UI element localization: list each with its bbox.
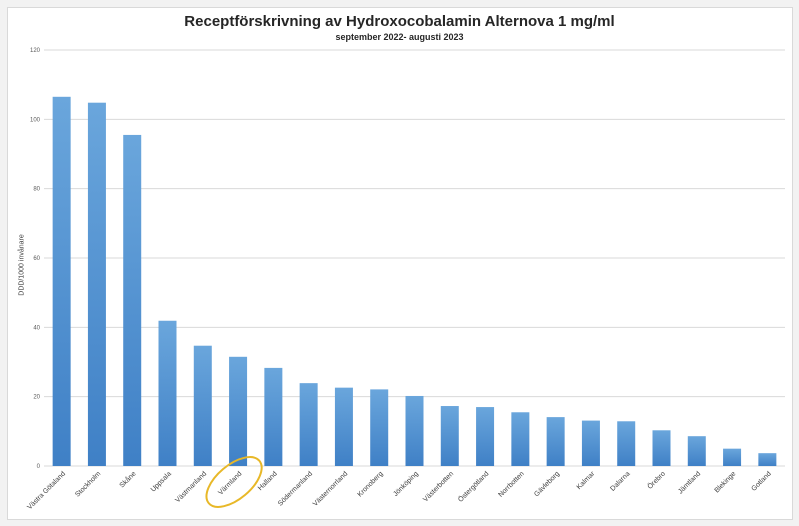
bar	[581, 420, 600, 466]
bar	[193, 345, 212, 466]
bar	[299, 383, 318, 466]
x-tick-label: Västerbotten	[422, 470, 455, 503]
bar	[370, 389, 389, 466]
x-tick-label: Kronoberg	[357, 470, 385, 498]
x-tick-label: Västernorrland	[312, 470, 349, 507]
y-tick-label: 60	[33, 256, 40, 262]
x-tick-label: Jämtland	[677, 470, 702, 495]
x-tick-label: Västra Götaland	[26, 470, 67, 511]
bar	[687, 436, 706, 466]
x-tick-label: Örebro	[646, 470, 667, 491]
bar	[758, 453, 777, 466]
x-tick-label: Gävleborg	[533, 470, 561, 498]
bar	[546, 417, 565, 466]
bar	[405, 395, 424, 466]
x-tick-label: Södermanland	[277, 470, 314, 507]
x-tick-label: Östergötland	[456, 470, 490, 504]
x-tick-label: Västmanland	[174, 470, 208, 504]
annotations	[205, 456, 263, 508]
bar	[52, 96, 71, 467]
bar	[229, 356, 248, 466]
chart-subtitle: september 2022- augusti 2023	[335, 32, 464, 42]
bar	[440, 406, 459, 466]
highlight-ellipse	[205, 456, 263, 508]
y-tick-label: 100	[30, 117, 41, 123]
x-tick-label: Blekinge	[714, 470, 738, 494]
y-tick-label: 120	[30, 48, 41, 54]
x-tick-label: Gotland	[750, 470, 772, 492]
x-tick-label: Värmland	[217, 470, 243, 496]
bar	[723, 448, 742, 466]
bar	[264, 367, 283, 466]
bars	[52, 96, 777, 467]
bar	[158, 320, 177, 466]
bar	[511, 412, 530, 466]
y-tick-label: 80	[33, 187, 40, 193]
y-tick-label: 0	[37, 464, 41, 470]
x-tick-label: Skåne	[118, 470, 138, 490]
x-tick-label: Norrbotten	[497, 470, 525, 498]
gridlines: 0 20 40 60 80 100 120	[30, 48, 785, 470]
bar	[334, 387, 353, 466]
x-tick-label: Jönköping	[392, 470, 420, 498]
bar	[123, 134, 142, 466]
x-tick-label: Dalarna	[609, 470, 631, 492]
x-tick-label: Uppsala	[150, 470, 173, 493]
x-axis-labels: Västra Götaland Stockholm Skåne Uppsala Väst…	[26, 470, 773, 512]
bar	[652, 430, 671, 466]
y-tick-label: 40	[33, 325, 40, 331]
y-tick-label: 20	[33, 395, 40, 401]
bar	[87, 102, 106, 467]
bar	[476, 407, 495, 466]
bar	[617, 421, 636, 466]
chart-title: Receptförskrivning av Hydroxocobalamin A…	[184, 13, 615, 30]
x-tick-label: Stockholm	[74, 470, 102, 498]
x-tick-label: Kalmar	[576, 470, 597, 491]
